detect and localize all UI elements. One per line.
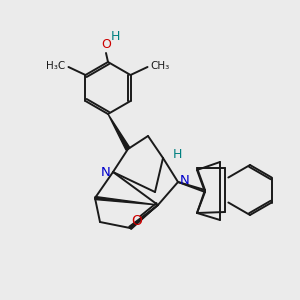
Polygon shape xyxy=(129,205,158,230)
Text: H₃C: H₃C xyxy=(46,61,65,71)
Text: H: H xyxy=(110,29,120,43)
Text: N: N xyxy=(180,175,190,188)
Text: O: O xyxy=(101,38,111,52)
Text: N: N xyxy=(101,167,111,179)
Polygon shape xyxy=(108,114,130,150)
Text: CH₃: CH₃ xyxy=(151,61,170,71)
Polygon shape xyxy=(95,196,158,205)
Text: H: H xyxy=(172,148,182,161)
Text: O: O xyxy=(132,214,142,228)
